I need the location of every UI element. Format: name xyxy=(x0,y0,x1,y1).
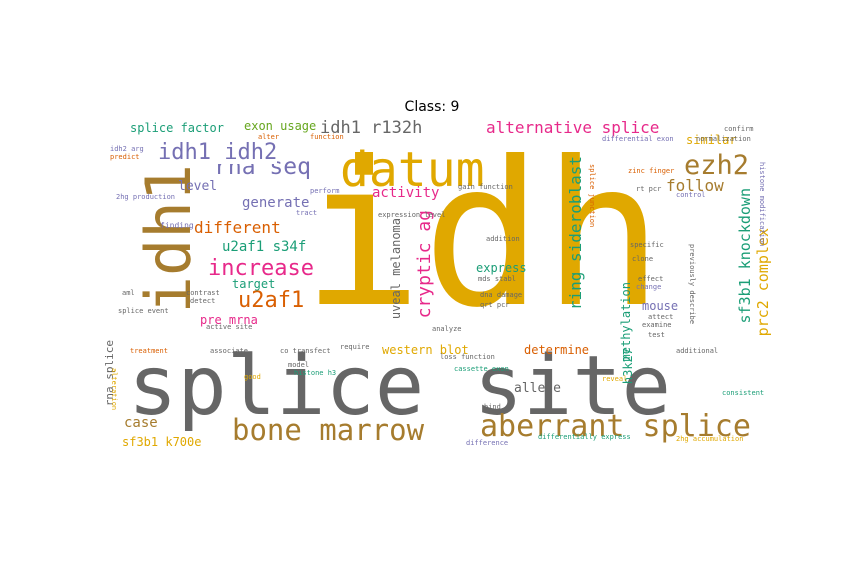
word-allele: allele xyxy=(514,381,561,396)
word-associate: associate xyxy=(210,347,248,355)
word-mouse: mouse xyxy=(642,299,679,313)
word-cassette-exon: cassette exon xyxy=(454,365,509,373)
word-case: case xyxy=(124,415,158,431)
word-previously-describe: previously describe xyxy=(688,244,696,325)
word-predict: predict xyxy=(110,153,140,161)
word-splice-factor: splice factor xyxy=(130,121,224,135)
word-idh: idh xyxy=(302,119,664,352)
word-dna-damage: dna damage xyxy=(480,291,523,299)
word-u2af1: u2af1 xyxy=(238,288,305,313)
word-cloud: idh splice site idh1 datum bone marrow a… xyxy=(102,118,772,454)
word-attect: attect xyxy=(648,313,674,321)
word-co-transfect: co transfect xyxy=(280,347,331,355)
word-mds-stabl: mds stabl xyxy=(478,275,516,283)
word-splice-junction: splice junction xyxy=(588,164,596,228)
word-splice-site: splice site xyxy=(128,339,672,434)
word-alteration: alteration xyxy=(110,368,118,411)
word-function: function xyxy=(310,133,344,141)
word-perform: perform xyxy=(310,187,340,195)
word-consistent: consistent xyxy=(722,389,765,397)
word-detect: detect xyxy=(190,297,216,305)
word-histone-h3: histone h3 xyxy=(294,369,337,377)
word-target: target xyxy=(232,277,276,291)
word-specific: specific xyxy=(630,241,664,249)
word-idh1-r132h: idh1 r132h xyxy=(320,118,423,138)
word-datum: datum xyxy=(340,142,485,198)
word-aberrant-splice: aberrant splice xyxy=(480,409,751,444)
word-differentially-express: differentially express xyxy=(538,433,631,441)
word-model: model xyxy=(288,361,310,369)
word-contrast: contrast xyxy=(186,289,220,297)
word-alternative-splice: alternative splice xyxy=(486,118,660,137)
word-follow: follow xyxy=(666,176,724,195)
word-idh1-idh2-label: idh1 idh2 xyxy=(158,140,278,165)
word-determine: determine xyxy=(524,343,590,357)
word-2hg-production: 2hg production xyxy=(116,193,176,201)
word-tract: tract xyxy=(296,209,318,217)
word-alter: alter xyxy=(258,133,280,141)
word-bind: bind xyxy=(484,403,501,411)
word-control: control xyxy=(676,191,706,199)
word-test: test xyxy=(648,331,665,339)
word-change: change xyxy=(636,283,662,291)
word-pre-mrna: pre mrna xyxy=(200,313,258,327)
word-loss-function: loss function xyxy=(440,353,495,361)
word-difference: difference xyxy=(466,439,509,447)
word-sf3b1-k700e: sf3b1 k700e xyxy=(122,435,202,449)
word-analyze: analyze xyxy=(432,325,462,333)
chart-title: Class: 9 xyxy=(404,99,460,115)
word-ring-sideroblast: ring sideroblast xyxy=(566,156,585,311)
word-differential-exon: differential exon xyxy=(602,135,674,143)
word-2hg-accumulation: 2hg accumulation xyxy=(676,435,744,443)
word-examine: examine xyxy=(642,321,672,329)
word-clone: clone xyxy=(632,255,654,263)
word-different: different xyxy=(194,218,281,237)
word-splice-event: splice event xyxy=(118,307,169,315)
word-effect: effect xyxy=(638,275,664,283)
word-similar: similar xyxy=(686,133,737,147)
word-ezh2: ezh2 xyxy=(684,150,750,181)
word-require: require xyxy=(340,343,370,351)
word-confirm: confirm xyxy=(724,125,754,133)
word-western-blot: western blot xyxy=(382,343,469,357)
word-uveal-melanoma: uveal melanoma xyxy=(389,218,403,320)
word-aml: aml xyxy=(122,289,135,297)
word-idh2-arg: idh2 arg xyxy=(110,145,144,153)
word-normalization: normalization xyxy=(696,135,751,143)
word-activity: activity xyxy=(372,185,440,201)
word-qrt-pcr: qrt pcr xyxy=(480,301,510,309)
word-active-site: active site xyxy=(206,323,253,331)
word-expression-level: expression level xyxy=(378,211,446,219)
word-exon-usage: exon usage xyxy=(244,119,317,133)
word-gain-function: gain function xyxy=(458,183,513,191)
word-rt-pcr: rt pcr xyxy=(636,185,662,193)
word-additional: additional xyxy=(676,347,719,355)
word-bone-marrow: bone marrow xyxy=(232,413,425,447)
word-good: good xyxy=(244,373,261,381)
word-treatment: treatment xyxy=(130,347,168,355)
word-level: level xyxy=(178,179,218,194)
word-histone-modification: histone modification xyxy=(758,162,766,247)
word-addition: addition xyxy=(486,235,520,243)
word-increase: increase xyxy=(208,256,314,281)
word-zinc-finger: zinc finger xyxy=(628,167,675,175)
word-reveal: reveal xyxy=(602,375,628,383)
word-finding: finding xyxy=(160,221,194,230)
word-generate: generate xyxy=(242,195,310,211)
word-express: express xyxy=(476,261,527,275)
word-u2af1-s34f: u2af1 s34f xyxy=(222,239,307,255)
word-cryptic-ag: cryptic ag xyxy=(414,210,435,319)
word-sf3b1-knockdown: sf3b1 knockdown xyxy=(736,188,754,324)
